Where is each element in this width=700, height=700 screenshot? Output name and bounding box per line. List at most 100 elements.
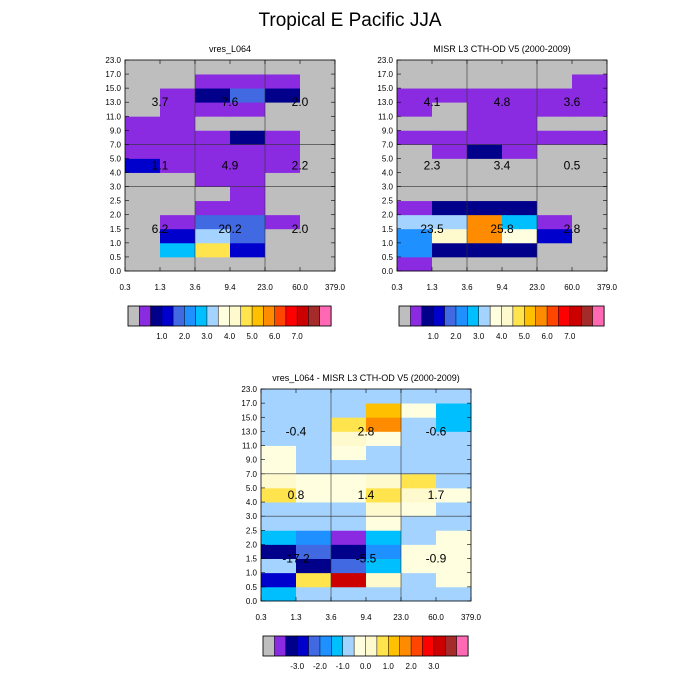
box-value-label: -0.4: [286, 424, 307, 438]
heatmap-cell: [296, 502, 332, 517]
heatmap-cell: [160, 256, 196, 272]
box-value-label: -0.9: [426, 552, 447, 566]
x-tick-label: 60.0: [292, 283, 308, 292]
colorbar-swatch: [319, 635, 332, 657]
heatmap-cell: [432, 242, 468, 258]
y-tick-label: 23.0: [377, 56, 393, 65]
colorbar-label: 2.0: [406, 662, 418, 671]
heatmap-cell: [195, 116, 231, 131]
colorbar-swatch: [558, 305, 571, 327]
heatmap-cell: [366, 403, 402, 418]
heatmap-cell: [195, 228, 231, 244]
heatmap-cell: [467, 172, 503, 187]
heatmap-cell: [397, 116, 433, 131]
heatmap-cell: [572, 200, 608, 216]
heatmap-cell: [436, 403, 472, 418]
heatmap-cell: [401, 445, 437, 461]
colorbar-swatch: [331, 635, 344, 657]
y-tick-label: 13.0: [105, 98, 121, 107]
colorbar-swatch: [308, 635, 321, 657]
colorbar-swatch: [161, 305, 174, 327]
box-value-label: 1.4: [358, 488, 375, 502]
heatmap-cell: [537, 102, 573, 117]
heatmap-cell: [572, 144, 608, 159]
colorbar-swatch: [240, 305, 253, 327]
colorbar-frame: [127, 305, 332, 327]
colorbar-label: -1.0: [336, 662, 350, 671]
heatmap-cell: [366, 558, 402, 574]
heatmap-cell: [230, 116, 266, 131]
heatmap-cell: [300, 74, 336, 89]
y-tick-label: 11.0: [106, 112, 122, 121]
box-value-label: 2.0: [292, 95, 309, 109]
x-tick-label: 1.3: [426, 283, 438, 292]
heatmap-cell: [436, 473, 472, 489]
y-tick-label: 17.0: [105, 70, 121, 79]
colorbar-swatch: [308, 305, 321, 327]
colorbar-swatch: [274, 305, 287, 327]
heatmap-cell: [366, 530, 402, 545]
heatmap-cell: [160, 228, 196, 244]
y-tick-label: 0.0: [382, 267, 394, 276]
heatmap-cell: [331, 417, 367, 432]
heatmap-cell: [572, 186, 608, 202]
colorbar-label: 4.0: [224, 332, 236, 341]
heatmap-cell: [261, 389, 297, 404]
colorbar-swatch: [432, 305, 446, 327]
panel-title: vres_L064: [209, 44, 251, 54]
heatmap-cell: [432, 88, 468, 103]
colorbar-swatch: [319, 305, 332, 327]
box-value-label: 4.9: [222, 159, 239, 173]
colorbar-swatch: [150, 305, 163, 327]
y-tick-label: 5.0: [246, 484, 258, 493]
y-tick-label: 15.0: [241, 413, 257, 422]
heatmap-cell: [502, 256, 538, 272]
heatmap-cell: [401, 502, 437, 517]
heatmap-cell: [160, 116, 196, 131]
colorbar-swatch: [263, 305, 276, 327]
x-tick-label: 0.3: [119, 283, 131, 292]
heatmap-cell: [436, 544, 472, 559]
heatmap-cell: [300, 200, 336, 216]
heatmap-cell: [432, 158, 468, 173]
colorbar-label: 1.0: [383, 662, 395, 671]
heatmap-cell: [261, 473, 297, 489]
heatmap-cell: [195, 158, 231, 173]
heatmap-cell: [432, 172, 468, 187]
heatmap-cell: [401, 389, 437, 404]
heatmap-cell: [125, 228, 161, 244]
heatmap-cell: [397, 228, 433, 244]
heatmap-cell: [537, 116, 573, 131]
box-value-label: -17.2: [282, 552, 310, 566]
heatmap-cell: [467, 116, 503, 131]
colorbar-label: 5.0: [247, 332, 259, 341]
heatmap-cell: [572, 116, 608, 131]
heatmap-cell: [436, 558, 472, 574]
heatmap-cell: [397, 256, 433, 272]
box-value-label: 3.6: [564, 95, 581, 109]
y-tick-label: 2.5: [246, 526, 258, 535]
colorbar-swatch: [433, 635, 446, 657]
heatmap-cell: [125, 186, 161, 202]
heatmap-cell: [401, 417, 437, 432]
heatmap-cell: [432, 214, 468, 230]
y-tick-label: 0.5: [110, 253, 122, 262]
y-tick-label: 1.5: [246, 555, 258, 564]
x-tick-label: 23.0: [529, 283, 545, 292]
y-tick-label: 3.0: [382, 183, 394, 192]
heatmap-cell: [397, 60, 433, 75]
x-tick-label: 379.0: [461, 613, 482, 622]
x-tick-label: 0.3: [255, 613, 267, 622]
heatmap-cell: [125, 144, 161, 159]
heatmap-cell: [195, 256, 231, 272]
heatmap-cell: [366, 431, 402, 446]
colorbar-swatch: [184, 305, 197, 327]
heatmap-cell: [261, 516, 297, 531]
box-value-label: 4.1: [424, 95, 441, 109]
colorbar-swatch: [296, 305, 310, 327]
heatmap-cell: [300, 88, 336, 103]
heatmap-cell: [572, 88, 608, 103]
heatmap-cell: [467, 60, 503, 75]
heatmap-cell: [230, 186, 266, 202]
heatmap-cell: [401, 487, 437, 503]
